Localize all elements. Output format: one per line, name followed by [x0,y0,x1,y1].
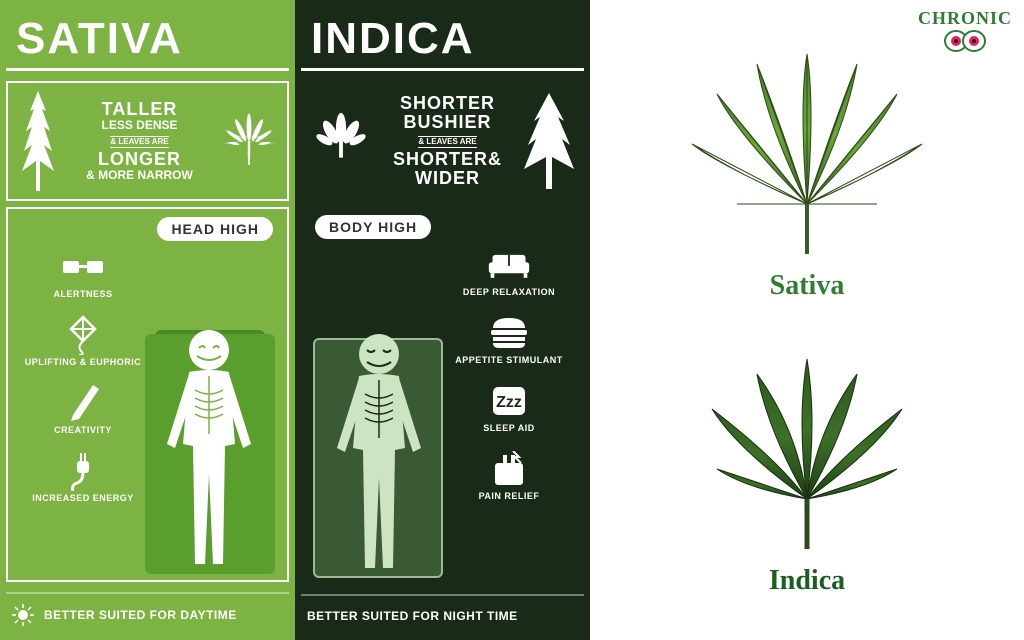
indica-body-box: BODY HIGH [301,207,584,584]
moon-icon [528,606,548,626]
text: & LEAVES ARE [418,136,476,148]
plug-icon [61,453,105,489]
indica-footer-text: BETTER SUITED FOR NIGHT TIME [307,609,518,623]
effect-label: UPLIFTING & EUPHORIC [25,357,142,367]
effect-appetite: APPETITE STIMULANT [444,315,574,365]
brand-logo: CHRONIC [918,8,1012,58]
effect-label: CREATIVITY [54,425,112,435]
effect-label: APPETITE STIMULANT [455,355,563,365]
indica-leaf-photo-icon [687,349,927,559]
sativa-effects: ALERTNESS UPLIFTING & EUPHORIC CREATIVIT… [18,249,148,503]
indica-leaf-icon [309,109,373,173]
bushy-tree-icon [522,91,576,191]
text: SHORTER [373,94,522,113]
sativa-leaf-photo-icon [677,44,937,264]
sativa-plant-text: TALLER LESS DENSE & LEAVES ARE LONGER & … [60,100,219,181]
sativa-footer: BETTER SUITED FOR DAYTIME [6,592,289,634]
tall-tree-icon [16,91,60,191]
effect-creativity: CREATIVITY [18,385,148,435]
effect-uplifting: UPLIFTING & EUPHORIC [18,317,148,367]
indica-footer: BETTER SUITED FOR NIGHT TIME [301,594,584,634]
effect-pain: PAIN RELIEF [444,451,574,501]
sativa-leaf-label: Sativa [770,270,845,302]
indica-leaf-label: Indica [769,565,845,597]
sativa-column: SATIVA TALLER LESS DENSE & LEAVES ARE LO… [0,0,295,640]
text: SHORTER& [373,150,522,169]
pencil-icon [61,385,105,421]
sativa-footer-text: BETTER SUITED FOR DAYTIME [44,608,237,622]
sativa-title: SATIVA [6,6,289,71]
brand-eyes-icon [943,29,987,53]
text: TALLER [60,100,219,119]
indica-plant-text: SHORTER BUSHIER & LEAVES ARE SHORTER& WI… [373,94,522,188]
sativa-person-icon [149,324,269,574]
sativa-plant-box: TALLER LESS DENSE & LEAVES ARE LONGER & … [6,81,289,201]
effect-label: SLEEP AID [483,423,535,433]
effect-label: INCREASED ENERGY [32,493,134,503]
text: LESS DENSE [60,119,219,132]
indica-column: INDICA SHORTER BUSHIER & LEAVES ARE [295,0,590,640]
brand-name: CHRONIC [918,8,1012,29]
indica-effects: DEEP RELAXATION APPETITE STIMULANT Zzz S… [444,247,574,501]
pain-icon [487,451,531,487]
effect-alertness: ALERTNESS [18,249,148,299]
indica-person-icon [319,328,439,578]
effect-label: ALERTNESS [53,289,112,299]
sativa-leaf-icon [219,111,279,171]
kite-icon [61,317,105,353]
sun-icon [12,604,34,626]
infographic: SATIVA TALLER LESS DENSE & LEAVES ARE LO… [0,0,1024,640]
glasses-icon [61,249,105,285]
text: BUSHIER [373,113,522,132]
text: LONGER [60,150,219,169]
text: WIDER [373,169,522,188]
effect-label: DEEP RELAXATION [463,287,555,297]
comparison-panel: SATIVA TALLER LESS DENSE & LEAVES ARE LO… [0,0,590,640]
text: & LEAVES ARE [110,136,168,148]
sleep-icon: Zzz [487,383,531,419]
sativa-leaf-block: Sativa [677,44,937,302]
effect-sleep: Zzz SLEEP AID [444,383,574,433]
indica-plant-box: SHORTER BUSHIER & LEAVES ARE SHORTER& WI… [301,81,584,201]
couch-icon [487,247,531,283]
effect-label: PAIN RELIEF [479,491,540,501]
effect-relaxation: DEEP RELAXATION [444,247,574,297]
sativa-body-box: ALERTNESS UPLIFTING & EUPHORIC CREATIVIT… [6,207,289,582]
head-high-label: HEAD HIGH [157,217,273,241]
body-high-label: BODY HIGH [315,215,431,239]
text: & MORE NARROW [60,169,219,182]
indica-title: INDICA [301,6,584,71]
effect-energy: INCREASED ENERGY [18,453,148,503]
leaves-panel: CHRONIC [590,0,1024,640]
indica-leaf-block: Indica [687,349,927,597]
burger-icon [487,315,531,351]
svg-text:Zzz: Zzz [496,394,522,411]
